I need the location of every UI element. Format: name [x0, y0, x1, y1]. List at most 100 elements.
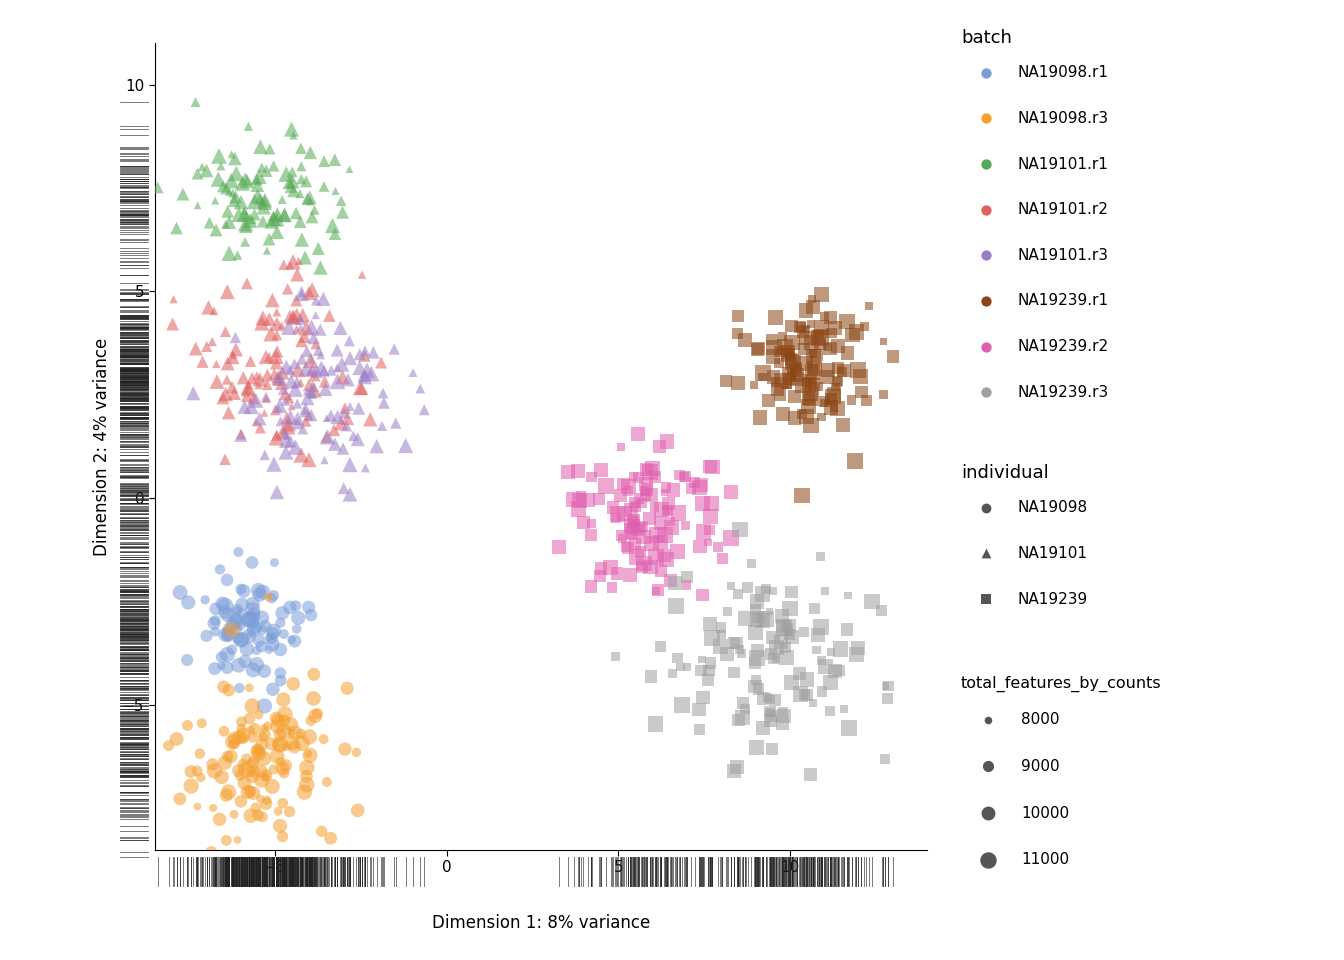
- Point: [762, 348, 784, 364]
- Point: [730, 522, 751, 538]
- Point: [778, 372, 800, 387]
- Point: [351, 380, 372, 396]
- Point: [251, 773, 273, 788]
- Point: [599, 560, 621, 575]
- Point: [640, 669, 661, 684]
- Point: [261, 631, 282, 646]
- Point: [220, 622, 242, 637]
- Point: [271, 424, 293, 440]
- Point: [606, 565, 628, 581]
- Point: [234, 207, 255, 223]
- Point: [266, 327, 288, 343]
- Point: [310, 824, 332, 839]
- Point: [675, 518, 696, 534]
- Point: [222, 642, 243, 658]
- Text: 8000: 8000: [1021, 712, 1060, 728]
- X-axis label: Dimension 1: 8% variance: Dimension 1: 8% variance: [431, 914, 650, 932]
- Point: [816, 370, 837, 385]
- Point: [797, 672, 818, 687]
- Point: [715, 373, 737, 389]
- Point: [227, 631, 249, 646]
- Point: [304, 382, 325, 397]
- Point: [314, 373, 336, 389]
- Point: [206, 373, 227, 389]
- Point: [626, 426, 648, 442]
- Point: [249, 169, 270, 184]
- Point: [266, 710, 288, 726]
- Point: [841, 327, 863, 343]
- Point: [298, 730, 320, 745]
- Point: [294, 250, 316, 265]
- Point: [753, 691, 774, 707]
- Point: [297, 191, 319, 206]
- Point: [800, 767, 821, 782]
- Point: [250, 420, 271, 436]
- Point: [302, 378, 324, 394]
- Point: [180, 764, 202, 780]
- Point: [605, 649, 626, 664]
- Point: [802, 365, 824, 380]
- Point: [231, 714, 253, 730]
- Point: [220, 147, 242, 162]
- Point: [222, 734, 243, 750]
- Point: [786, 359, 808, 374]
- Point: [281, 121, 302, 136]
- Point: [976, 339, 997, 354]
- Point: [254, 618, 276, 634]
- Point: [581, 527, 602, 542]
- Point: [251, 737, 273, 753]
- Point: [286, 374, 308, 390]
- Point: [737, 580, 758, 595]
- Point: [649, 535, 671, 550]
- Point: [669, 468, 691, 483]
- Point: [320, 363, 341, 378]
- Point: [242, 756, 263, 772]
- Point: [258, 349, 280, 365]
- Point: [628, 491, 649, 506]
- Point: [251, 638, 273, 654]
- Point: [590, 568, 612, 584]
- Point: [304, 368, 325, 383]
- Point: [802, 300, 824, 315]
- Point: [214, 756, 235, 771]
- Point: [747, 682, 769, 697]
- Point: [235, 216, 257, 231]
- Point: [610, 489, 632, 504]
- Point: [814, 660, 836, 675]
- Point: [237, 641, 258, 657]
- Point: [734, 702, 755, 717]
- Point: [313, 154, 335, 169]
- Point: [215, 787, 237, 803]
- Point: [775, 375, 797, 391]
- Point: [660, 514, 681, 529]
- Point: [780, 348, 801, 364]
- Point: [749, 341, 770, 356]
- Point: [569, 492, 590, 508]
- Point: [757, 689, 778, 705]
- Point: [820, 644, 841, 660]
- Point: [402, 365, 423, 380]
- Point: [253, 585, 274, 600]
- Point: [296, 777, 317, 792]
- Point: [790, 320, 812, 335]
- Point: [741, 556, 762, 571]
- Point: [266, 484, 288, 499]
- Point: [699, 522, 720, 538]
- Point: [656, 503, 677, 518]
- Point: [169, 585, 191, 600]
- Point: [313, 179, 335, 194]
- Point: [282, 183, 304, 199]
- Point: [976, 500, 997, 516]
- Point: [228, 681, 250, 696]
- Point: [228, 206, 250, 222]
- Point: [800, 373, 821, 389]
- Point: [581, 469, 602, 485]
- Point: [210, 158, 231, 174]
- Point: [766, 639, 788, 655]
- Point: [290, 374, 312, 390]
- Point: [298, 452, 320, 468]
- Point: [668, 505, 689, 520]
- Point: [563, 492, 585, 507]
- Point: [761, 708, 782, 724]
- Point: [810, 287, 832, 302]
